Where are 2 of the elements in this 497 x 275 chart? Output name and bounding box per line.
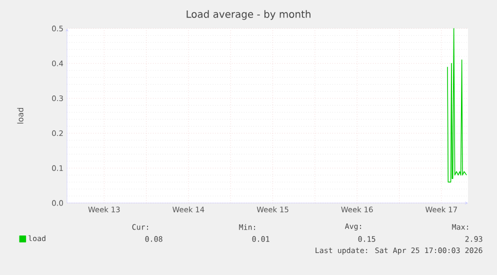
line-series — [447, 28, 467, 182]
chart-title: Load average - by month — [186, 10, 310, 20]
